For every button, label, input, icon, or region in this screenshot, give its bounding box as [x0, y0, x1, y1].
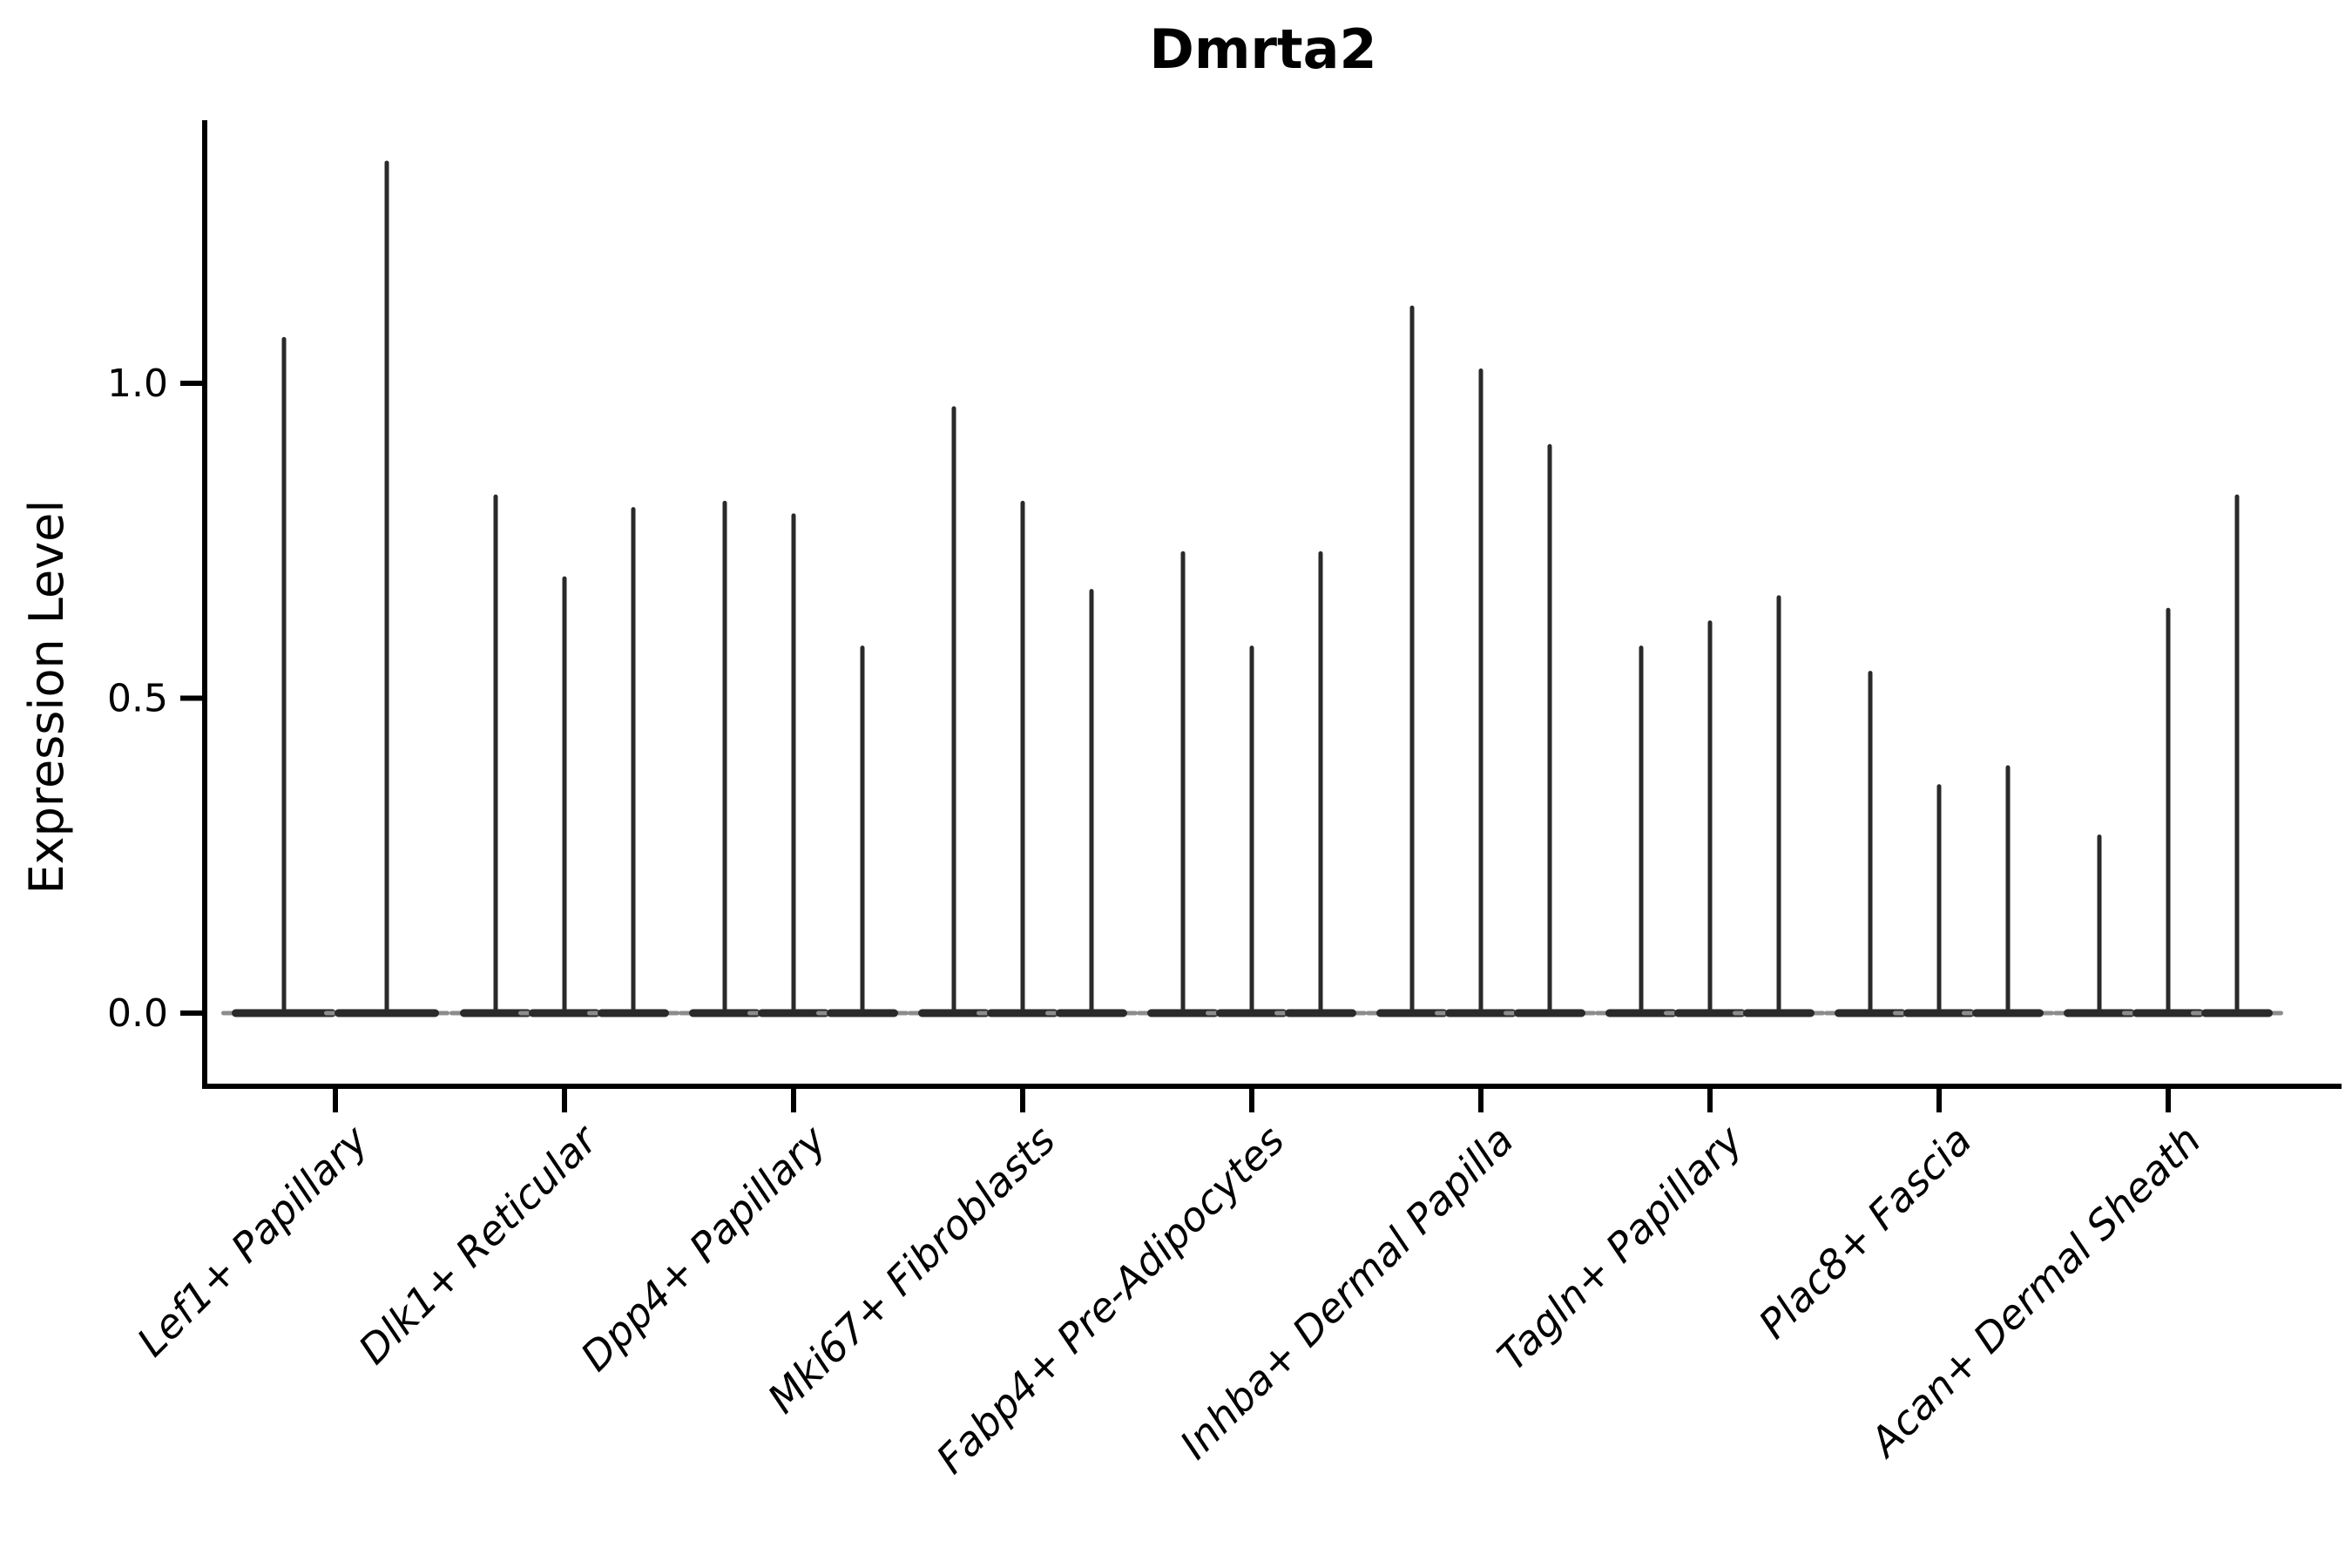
- violin: [679, 500, 771, 1017]
- violin: [1962, 765, 2054, 1017]
- violin: [747, 513, 840, 1017]
- violin: [1274, 551, 1367, 1017]
- axes: [202, 120, 2342, 1089]
- violin: [2122, 607, 2214, 1017]
- violin: [977, 500, 1069, 1017]
- violin: [518, 576, 611, 1017]
- violin: [2053, 835, 2146, 1017]
- violin: [449, 494, 542, 1017]
- violin: [1366, 305, 1458, 1017]
- violins: [221, 160, 2283, 1017]
- x-tick-label: Lef1+ Papillary: [128, 1116, 377, 1365]
- violin: [1824, 671, 1916, 1017]
- y-tick-label: 1.0: [107, 362, 168, 406]
- x-tick-label: Plac8+ Fascia: [1749, 1117, 1980, 1348]
- violin: [221, 336, 347, 1017]
- x-tick-label: Tagln+ Papillary: [1488, 1116, 1752, 1380]
- violin: [324, 160, 449, 1017]
- violin: [1664, 620, 1756, 1017]
- violin: [1435, 368, 1527, 1017]
- x-tick-label: Dpp4+ Papillary: [571, 1116, 835, 1380]
- y-tick-label: 0.0: [107, 991, 168, 1036]
- violin: [2191, 494, 2283, 1017]
- y-axis-label: Expression Level: [19, 500, 74, 895]
- violin: [1893, 784, 1985, 1017]
- violin: [1733, 595, 1825, 1017]
- violin: [908, 406, 1000, 1017]
- y-tick-label: 0.5: [107, 677, 168, 721]
- violin: [1595, 645, 1687, 1017]
- violin: [1504, 443, 1596, 1017]
- y-axis-ticks: 0.0 0.5 1.0: [107, 362, 205, 1036]
- violin: [1206, 645, 1298, 1017]
- violin: [1045, 589, 1138, 1017]
- violin: [816, 645, 909, 1017]
- violin: [1137, 551, 1229, 1017]
- violin: [587, 507, 679, 1017]
- x-tick-label: Dlk1+ Reticular: [349, 1114, 608, 1373]
- chart-title: Dmrta2: [1149, 17, 1376, 81]
